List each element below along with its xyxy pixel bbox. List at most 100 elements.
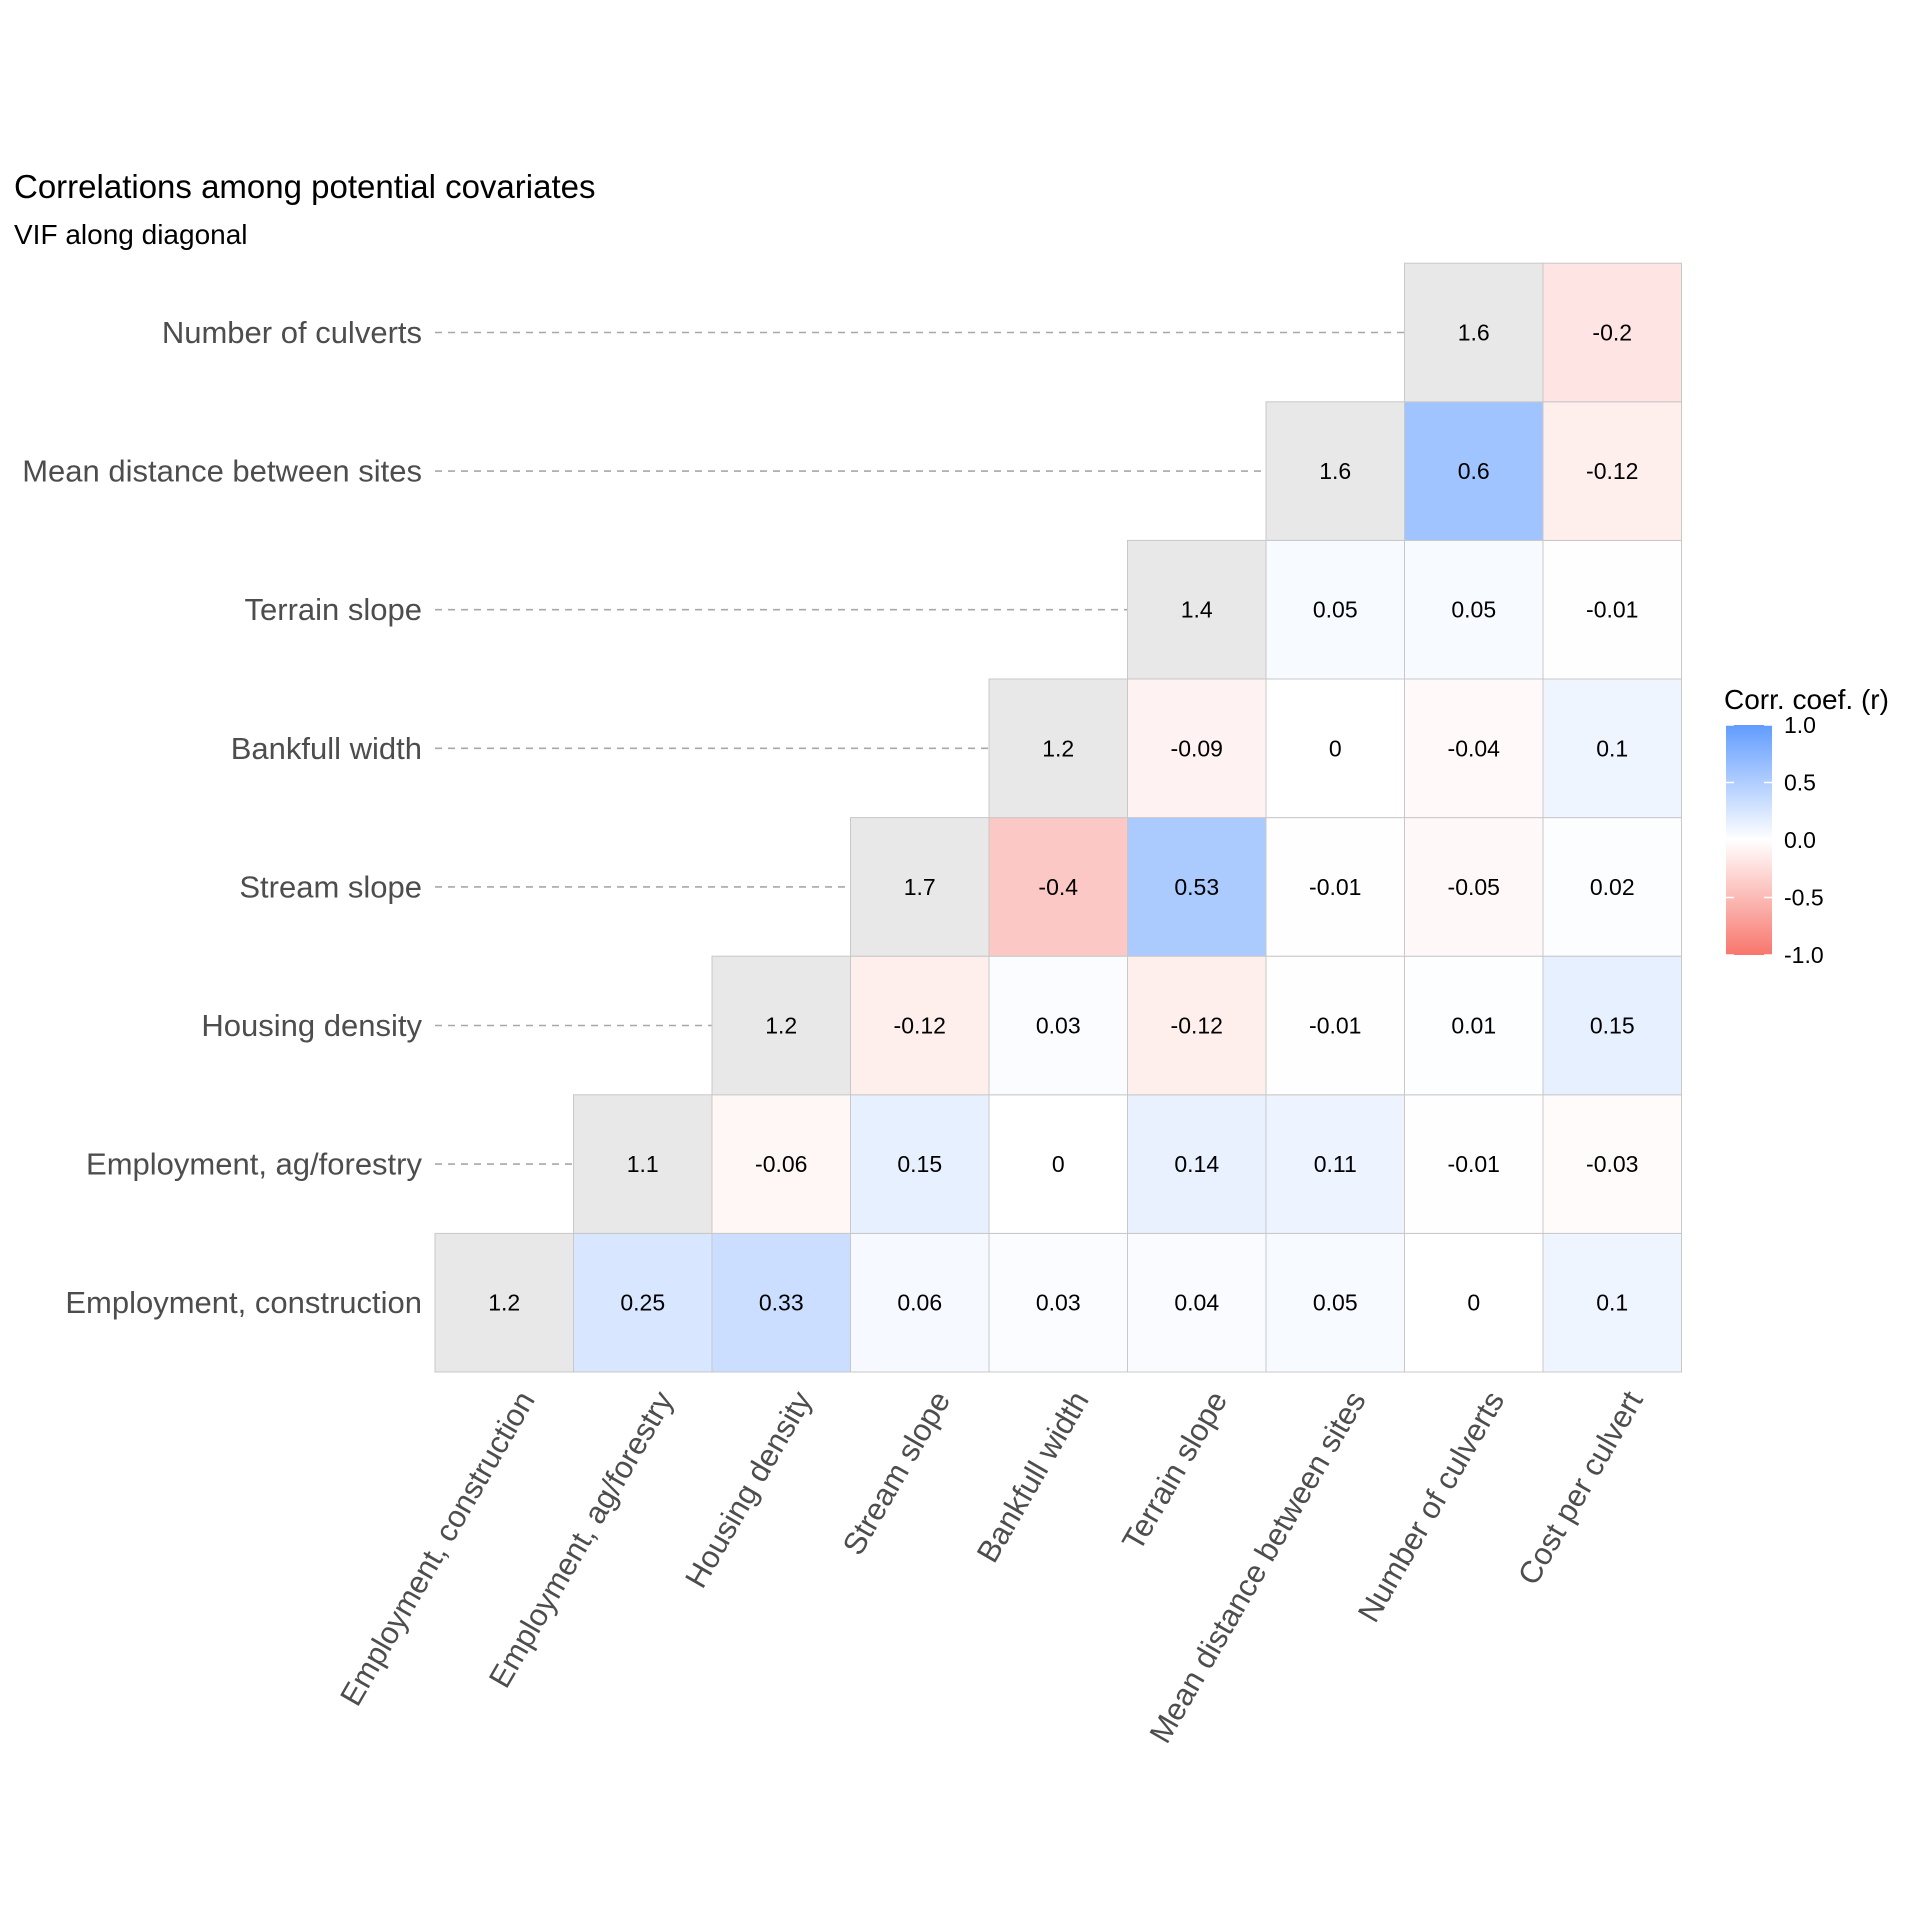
heatmap-cell (1404, 1232, 1544, 1373)
heatmap-cell (1404, 817, 1544, 957)
x-tick-label: Terrain slope (1115, 1385, 1234, 1556)
cell-value-label: 0 (1329, 735, 1342, 761)
cell-value-label: -0.01 (1309, 1013, 1361, 1039)
y-tick-label: Mean distance between sites (22, 454, 422, 489)
vif-value-label: 1.7 (904, 874, 936, 900)
diagonal-vif-cell (434, 1232, 574, 1373)
diagonal-vif-cell (711, 955, 851, 1096)
heatmap-cell (1542, 955, 1682, 1096)
legend-tick-label: 0.0 (1784, 827, 1816, 853)
chart-title: Correlations among potential covariates (14, 168, 596, 205)
cell-value-label: 0.1 (1596, 1290, 1628, 1316)
cell-value-label: -0.01 (1309, 874, 1361, 900)
cell-value-label: 0 (1467, 1290, 1480, 1316)
heatmap-cells: 1.2 0.25 0.33 0.06 0.03 0.04 0.05 0 0.1 1.1 -0.06 0… (434, 262, 1682, 1373)
legend-tick-label: -0.5 (1784, 885, 1824, 911)
legend-tick-label: -1.0 (1784, 942, 1824, 968)
vif-value-label: 1.2 (765, 1013, 797, 1039)
x-tick-label: Cost per culvert (1511, 1385, 1650, 1591)
cell-value-label: 0.02 (1590, 874, 1635, 900)
cell-value-label: 0.6 (1458, 458, 1490, 484)
heatmap-cell (850, 955, 990, 1096)
vif-value-label: 1.6 (1458, 320, 1490, 346)
vif-value-label: 1.4 (1181, 597, 1213, 623)
heatmap-cell (1127, 817, 1267, 957)
cell-value-label: 0 (1052, 1151, 1065, 1177)
cell-value-label: 0.53 (1174, 874, 1219, 900)
heatmap-cell (1127, 1232, 1267, 1373)
cell-value-label: 0.03 (1036, 1013, 1081, 1039)
cell-value-label: 0.11 (1314, 1151, 1357, 1177)
diagonal-vif-cell (850, 817, 990, 957)
diagonal-vif-cell (1404, 262, 1544, 403)
diagonal-vif-cell (988, 678, 1128, 819)
cell-value-label: 0.15 (897, 1151, 942, 1177)
cell-value-label: 0.05 (1451, 597, 1496, 623)
chart-subtitle: VIF along diagonal (14, 219, 248, 250)
vif-value-label: 1.2 (1042, 735, 1074, 761)
diagonal-vif-cell (573, 1094, 713, 1234)
cell-value-label: -0.05 (1448, 874, 1500, 900)
cell-value-label: 0.06 (897, 1290, 942, 1316)
cell-value-label: -0.4 (1038, 874, 1078, 900)
cell-value-label: -0.12 (894, 1013, 946, 1039)
heatmap-cell (711, 1094, 851, 1234)
legend-title: Corr. coef. (r) (1724, 684, 1889, 715)
heatmap-cell (850, 1094, 990, 1234)
heatmap-cell (1542, 1094, 1682, 1234)
heatmap-cell (1127, 678, 1267, 819)
heatmap-cell (988, 817, 1128, 957)
heatmap-cell (1265, 678, 1405, 819)
heatmap-cell (988, 1094, 1128, 1234)
legend-tick-label: 0.5 (1784, 770, 1816, 796)
x-tick-label: Housing density (678, 1385, 819, 1594)
y-tick-label: Employment, construction (65, 1285, 422, 1320)
y-tick-label: Bankfull width (231, 731, 422, 766)
cell-value-label: -0.09 (1171, 735, 1223, 761)
cell-value-label: 0.03 (1036, 1290, 1081, 1316)
y-tick-label: Stream slope (239, 869, 422, 904)
y-tick-label: Number of culverts (162, 315, 422, 350)
cell-value-label: 0.04 (1174, 1290, 1219, 1316)
cell-value-label: -0.01 (1448, 1151, 1500, 1177)
heatmap-cell (1265, 817, 1405, 957)
diagonal-vif-cell (1265, 401, 1405, 541)
cell-value-label: 0.01 (1451, 1013, 1496, 1039)
vif-value-label: 1.6 (1319, 458, 1351, 484)
legend-ticks: 1.0 0.5 0.0 -0.5 -1.0 (1726, 712, 1824, 968)
y-tick-label: Housing density (201, 1008, 422, 1043)
x-tick-label: Number of culverts (1351, 1385, 1511, 1628)
heatmap-cell (1265, 955, 1405, 1096)
heatmap-cell (1404, 1094, 1544, 1234)
cell-value-label: -0.03 (1586, 1151, 1638, 1177)
heatmap-cell (1542, 262, 1682, 403)
diagonal-vif-cell (1127, 539, 1267, 680)
cell-value-label: 0.05 (1313, 597, 1358, 623)
heatmap-cell (1127, 1094, 1267, 1234)
heatmap-cell (1542, 817, 1682, 957)
legend: Corr. coef. (r) 1.0 0.5 0.0 -0.5 -1.0 (1724, 684, 1889, 968)
heatmap-cell (1404, 678, 1544, 819)
cell-value-label: 0.1 (1596, 735, 1628, 761)
heatmap-cell (1542, 1232, 1682, 1373)
y-axis-labels: Employment, construction Employment, ag/f… (22, 315, 422, 1320)
heatmap-cell (988, 955, 1128, 1096)
heatmap-cell (1265, 1094, 1405, 1234)
cell-value-label: -0.2 (1592, 320, 1632, 346)
cell-value-label: -0.12 (1586, 458, 1638, 484)
heatmap-cell (1542, 401, 1682, 541)
vif-value-label: 1.1 (627, 1151, 659, 1177)
x-tick-label: Bankfull width (970, 1385, 1096, 1568)
cell-value-label: 0.25 (620, 1290, 665, 1316)
guide-lines (435, 331, 1405, 1165)
heatmap-cell (1404, 955, 1544, 1096)
cell-value-label: -0.04 (1448, 735, 1501, 761)
y-tick-label: Employment, ag/forestry (86, 1147, 422, 1182)
cell-value-label: -0.01 (1586, 597, 1638, 623)
cell-value-label: -0.12 (1171, 1013, 1223, 1039)
cell-value-label: 0.14 (1174, 1151, 1219, 1177)
heatmap-cell (1127, 955, 1267, 1096)
